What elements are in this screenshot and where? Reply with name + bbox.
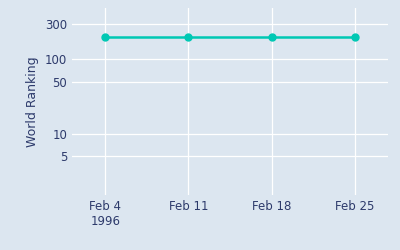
Y-axis label: World Ranking: World Ranking <box>26 56 39 146</box>
